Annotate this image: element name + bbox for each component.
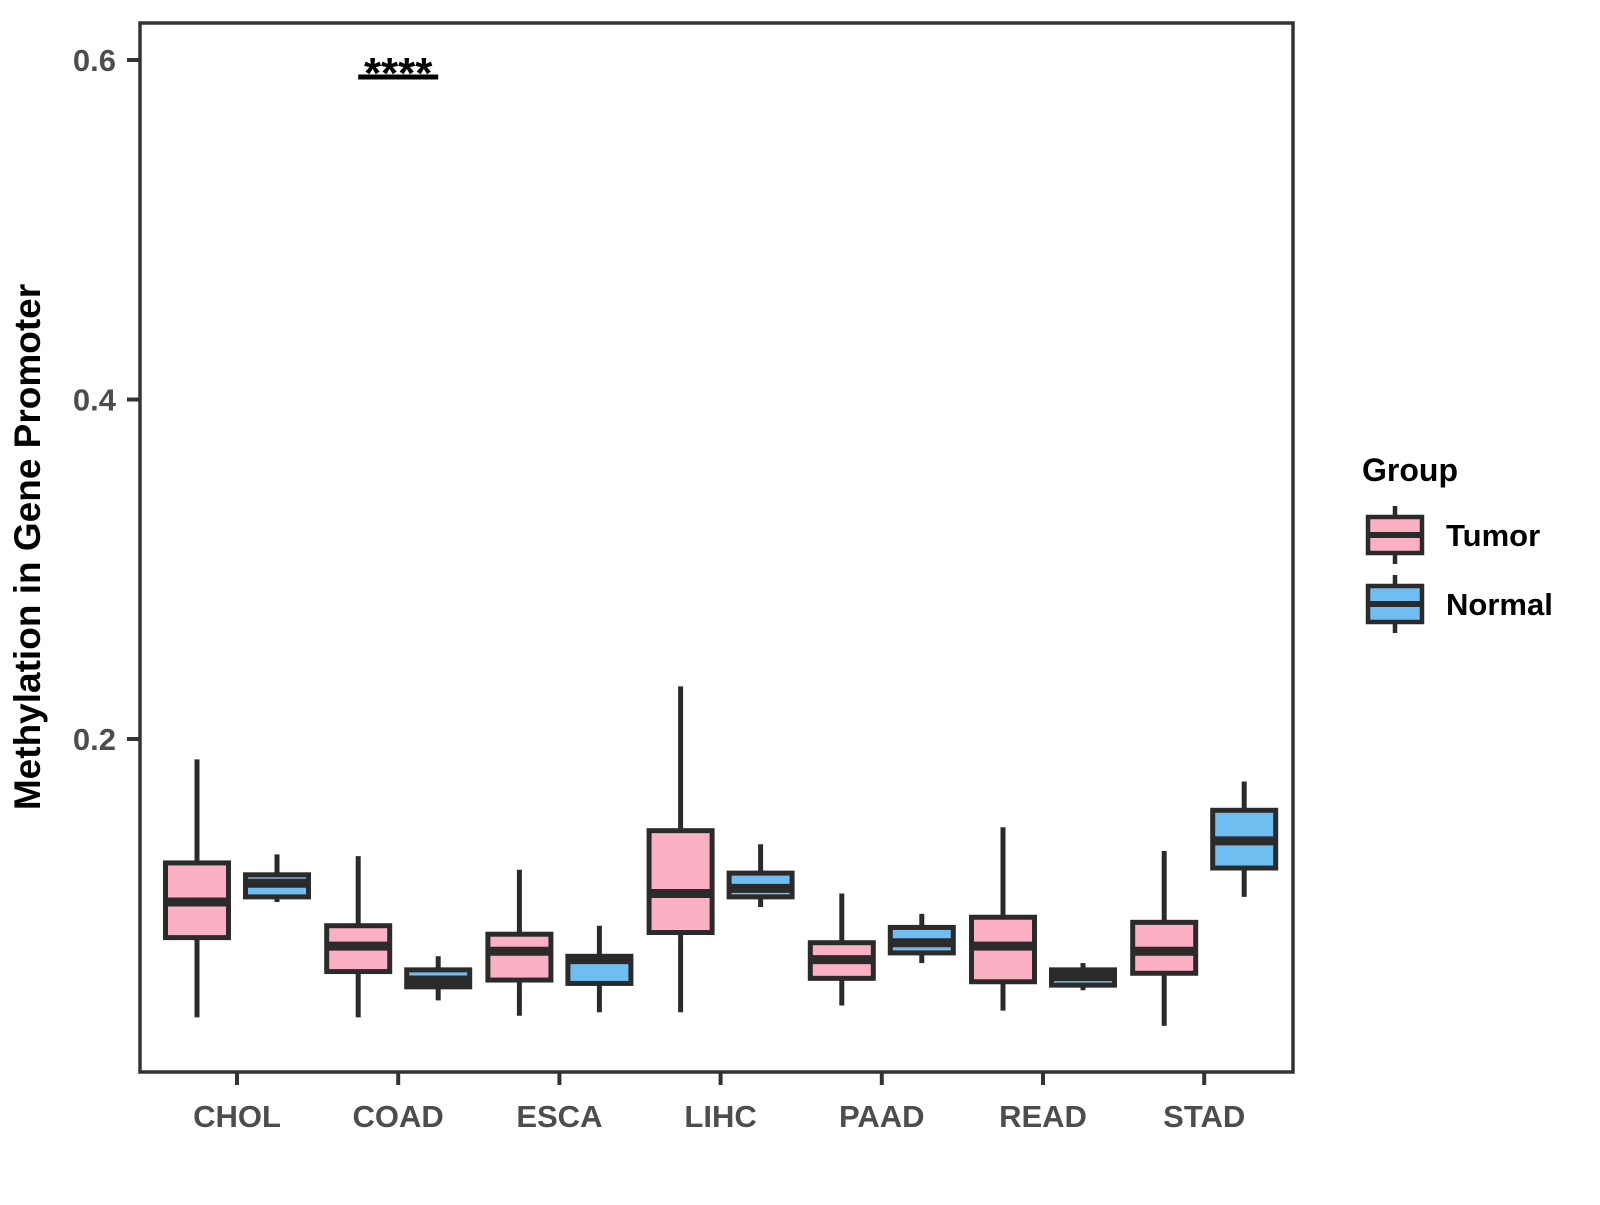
x-tick-label: STAD [1163, 1099, 1245, 1134]
y-axis-title: Methylation in Gene Promoter [7, 284, 48, 810]
x-tick-label: READ [999, 1099, 1087, 1134]
y-tick-label: 0.2 [73, 722, 116, 757]
significance-stars: **** [364, 49, 433, 98]
legend-label-tumor: Tumor [1446, 518, 1540, 553]
x-tick-label: COAD [353, 1099, 444, 1134]
plot-panel-border [138, 21, 1295, 1074]
x-tick-label: PAAD [839, 1099, 925, 1134]
legend-label-normal: Normal [1446, 587, 1553, 622]
x-tick-label: CHOL [193, 1099, 281, 1134]
y-tick-label: 0.4 [73, 383, 117, 418]
box-tumor-lihc [646, 828, 715, 936]
legend-title: Group [1362, 452, 1458, 488]
y-tick-label: 0.6 [73, 43, 116, 78]
box-tumor-esca [485, 931, 554, 983]
x-tick-label: LIHC [684, 1099, 756, 1134]
x-tick-label: ESCA [516, 1099, 602, 1134]
